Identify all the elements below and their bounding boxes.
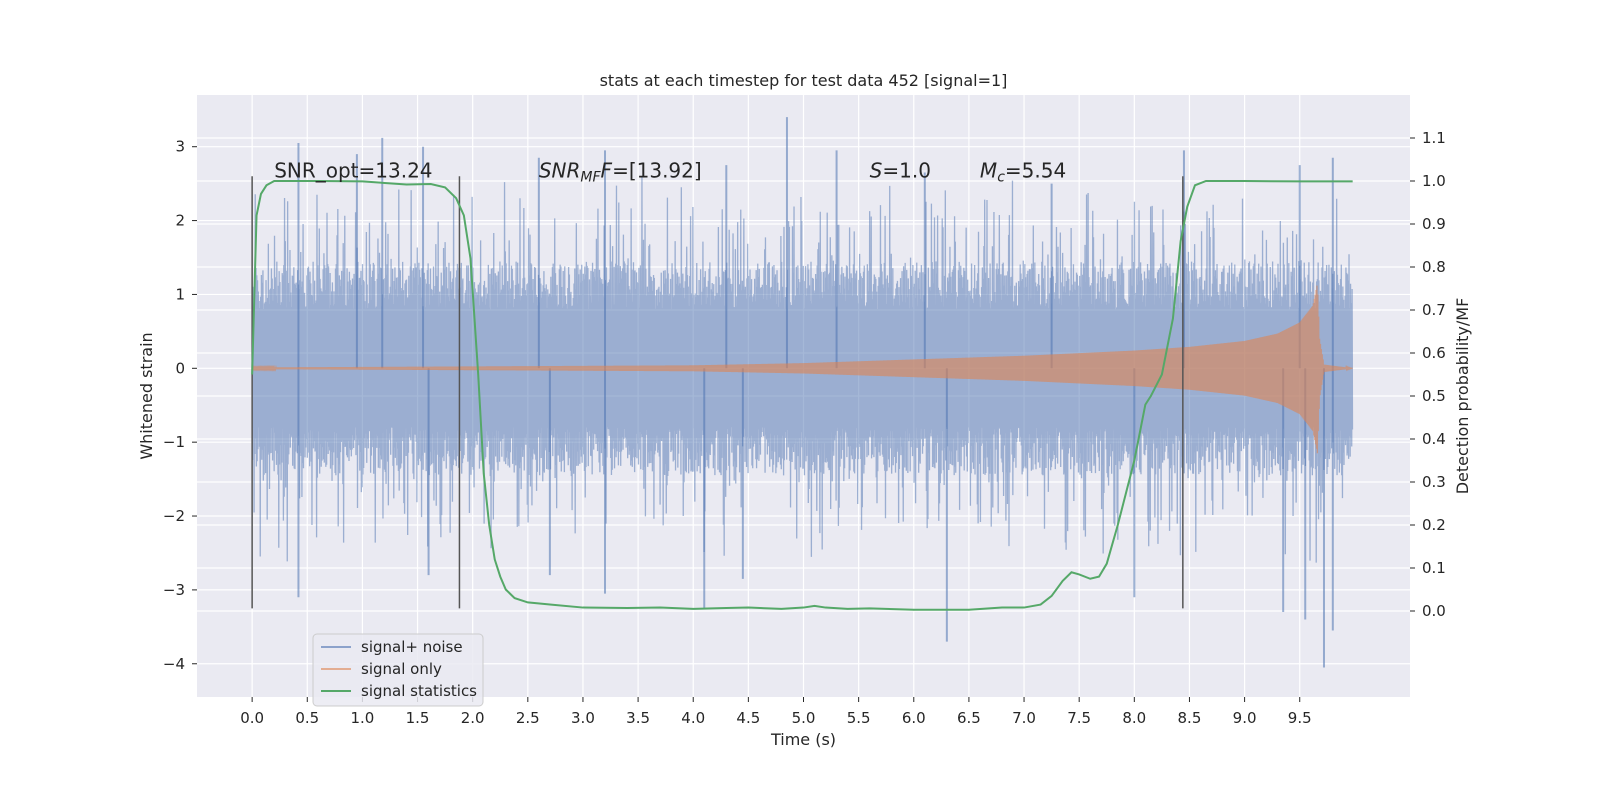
x-tick-label: 5.5 bbox=[847, 709, 871, 727]
x-tick-label: 8.0 bbox=[1122, 709, 1146, 727]
x-tick-label: 5.0 bbox=[792, 709, 816, 727]
series-signal-only bbox=[251, 285, 1353, 454]
series-signal-statistics bbox=[251, 180, 1353, 611]
y-right-tick-label: 1.1 bbox=[1422, 129, 1446, 147]
x-tick-label: 9.0 bbox=[1233, 709, 1257, 727]
y-tick-label: −3 bbox=[163, 581, 185, 599]
y-axis-left-ticks: 3 2 1 0 −1 −2 −3 −4 bbox=[163, 138, 197, 673]
y-right-tick-label: 0.7 bbox=[1422, 301, 1446, 319]
annotation: Mc=5.54 bbox=[980, 159, 1066, 186]
y-tick-label: −1 bbox=[163, 433, 185, 451]
y-right-tick-label: 0.2 bbox=[1422, 516, 1446, 534]
y-right-tick-label: 0.6 bbox=[1422, 344, 1446, 362]
x-tick-label: 0.5 bbox=[295, 709, 319, 727]
x-tick-label: 8.5 bbox=[1178, 709, 1202, 727]
annotation: SNRMFF=[13.92] bbox=[539, 159, 702, 186]
x-axis-ticks: 0.0 0.5 1.0 1.5 2.0 2.5 3.0 3.5 4.0 4.5 5.0 5.5 6.0 6… bbox=[240, 697, 1312, 727]
y-tick-label: 2 bbox=[175, 212, 185, 230]
y-right-tick-label: 0.8 bbox=[1422, 258, 1446, 276]
x-tick-label: 0.0 bbox=[240, 709, 264, 727]
y-axis-right-ticks: 1.1 1.0 0.9 0.8 0.7 0.6 0.5 0.4 0.3 0.2 0.1 0.0 bbox=[1410, 129, 1446, 620]
y-tick-label: 0 bbox=[175, 359, 185, 377]
x-tick-label: 3.5 bbox=[626, 709, 650, 727]
x-tick-label: 4.5 bbox=[736, 709, 760, 727]
y-tick-label: 3 bbox=[175, 138, 185, 156]
chart-title: stats at each timestep for test data 452… bbox=[600, 71, 1008, 90]
signal-trace bbox=[251, 285, 1353, 454]
statistics-line bbox=[251, 180, 1353, 611]
y-tick-label: −4 bbox=[163, 655, 185, 673]
y-right-tick-label: 0.9 bbox=[1422, 215, 1446, 233]
annotations: SNR_opt=13.24 SNRMFF=[13.92] S=1.0 Mc=5.54 bbox=[274, 159, 1066, 186]
x-tick-label: 6.0 bbox=[902, 709, 926, 727]
x-tick-label: 2.0 bbox=[461, 709, 485, 727]
y-right-tick-label: 0.4 bbox=[1422, 430, 1446, 448]
vertical-markers bbox=[251, 176, 1184, 609]
legend-box bbox=[312, 633, 484, 707]
x-tick-label: 4.0 bbox=[681, 709, 705, 727]
legend: signal+ noise signal only signal statistic… bbox=[312, 633, 484, 707]
legend-label: signal+ noise bbox=[361, 638, 463, 656]
y-right-tick-label: 0.3 bbox=[1422, 473, 1446, 491]
y-axis-right-label: Detection probability/MF bbox=[1453, 298, 1472, 495]
x-tick-label: 1.0 bbox=[350, 709, 374, 727]
x-axis-label: Time (s) bbox=[770, 730, 836, 749]
annotation: SNR_opt=13.24 bbox=[274, 159, 432, 183]
y-tick-label: 1 bbox=[175, 285, 185, 303]
x-tick-label: 6.5 bbox=[957, 709, 981, 727]
y-axis-left-label: Whitened strain bbox=[137, 332, 156, 459]
x-tick-label: 3.0 bbox=[571, 709, 595, 727]
y-right-tick-label: 1.0 bbox=[1422, 172, 1446, 190]
x-tick-label: 7.0 bbox=[1012, 709, 1036, 727]
y-tick-label: −2 bbox=[163, 507, 185, 525]
x-tick-label: 9.5 bbox=[1288, 709, 1312, 727]
x-tick-label: 1.5 bbox=[406, 709, 430, 727]
annotation: S=1.0 bbox=[870, 159, 931, 183]
y-right-tick-label: 0.1 bbox=[1422, 559, 1446, 577]
y-right-tick-label: 0.5 bbox=[1422, 387, 1446, 405]
y-right-tick-label: 0.0 bbox=[1422, 602, 1446, 620]
x-tick-label: 2.5 bbox=[516, 709, 540, 727]
legend-label: signal only bbox=[361, 660, 442, 678]
legend-label: signal statistics bbox=[361, 682, 477, 700]
x-tick-label: 7.5 bbox=[1067, 709, 1091, 727]
